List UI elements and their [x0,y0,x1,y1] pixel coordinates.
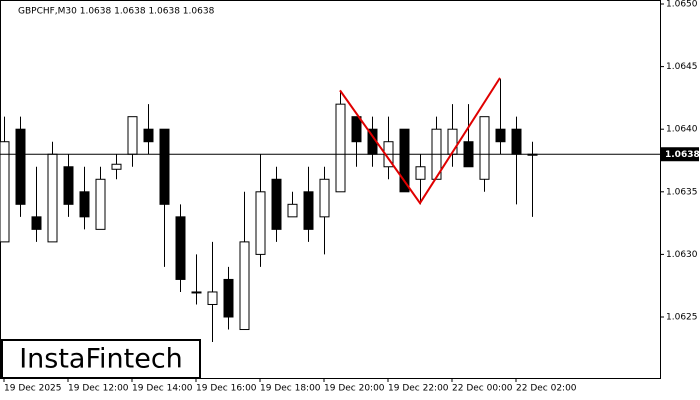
candle-body [63,166,74,205]
candle-body [271,178,282,230]
candle-body [239,241,250,331]
candle-body [111,163,122,170]
logo-box [1,339,201,379]
candle-body [335,103,346,193]
candle-body [303,191,314,230]
candle-body [207,291,218,305]
logo-text: InstaFintech [19,344,183,375]
x-tick-label: 19 Dec 22:00 [388,384,449,394]
candle-body [479,116,490,180]
candle-body [15,128,26,205]
x-tick-label: 19 Dec 20:00 [324,384,385,394]
y-tick-label: 1.0645 [666,62,698,72]
candle-body [95,178,106,230]
plot-frame [0,0,661,379]
x-tick-label: 22 Dec 00:00 [452,384,513,394]
candle-body [191,291,202,294]
y-tick-label: 1.0635 [666,187,698,197]
x-tick-label: 19 Dec 12:00 [68,384,129,394]
candle-body [0,141,10,243]
y-tick-label: 1.0650 [666,0,698,10]
y-tick-label: 1.0630 [666,250,698,260]
candle-body [399,128,410,193]
candle-body [175,216,186,280]
pattern-line [339,77,501,205]
x-tick-label: 22 Dec 02:00 [516,384,577,394]
x-tick-label: 19 Dec 2025 [4,384,62,394]
last-price-box [661,147,699,162]
candle-body [223,278,234,318]
candle-body [143,128,154,143]
x-tick-label: 19 Dec 18:00 [260,384,321,394]
candle-body [351,116,362,143]
x-tick-label: 19 Dec 14:00 [132,384,193,394]
candle-body [495,128,506,143]
candle-body [319,178,330,218]
y-tick-label: 1.0640 [666,125,698,135]
candle-body [255,191,266,255]
candle-body [511,128,522,155]
candle-body [31,216,42,230]
x-tick-label: 19 Dec 16:00 [196,384,257,394]
candle-body [127,116,138,155]
candle-body [47,153,58,243]
y-tick-label: 1.0625 [666,313,698,323]
candle-body [287,203,298,218]
candle-body [79,191,90,218]
candle-body [415,166,426,180]
last-price-label: 1.0638 [665,150,700,160]
candle-body [159,128,170,205]
chart-title: GBPCHF,M30 1.0638 1.0638 1.0638 1.0638 [18,7,215,17]
